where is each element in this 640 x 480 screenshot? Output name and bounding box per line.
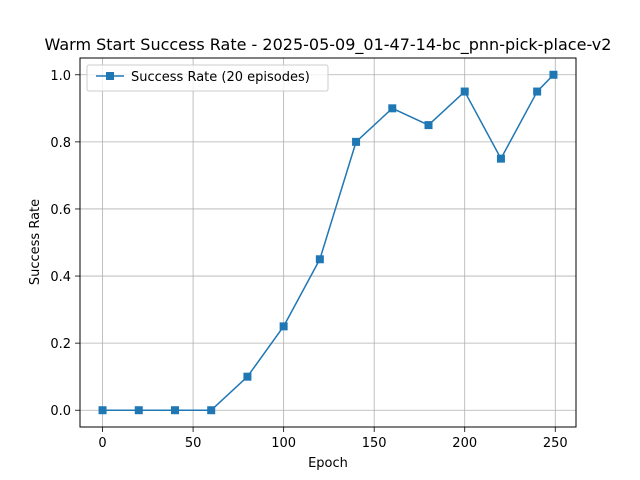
x-tick-label: 150 — [362, 436, 387, 451]
data-point-marker — [315, 255, 324, 264]
x-axis-label: Epoch — [308, 456, 348, 471]
series-layer — [98, 70, 558, 415]
data-point-marker — [496, 154, 505, 163]
legend-marker-swatch — [106, 72, 114, 80]
series-line — [102, 74, 554, 411]
data-point-marker — [352, 137, 361, 146]
legend: Success Rate (20 episodes) — [86, 64, 329, 92]
x-tick-label: 200 — [452, 436, 477, 451]
x-axis-ticks: 0 50 100 150 200 250 — [98, 427, 568, 451]
y-axis-ticks: 0.0 0.2 0.4 0.6 0.8 1.0 — [50, 69, 80, 419]
chart-title: Warm Start Success Rate - 2025-05-09_01-… — [45, 35, 612, 55]
grid-lines — [80, 58, 576, 427]
y-tick-label: 0.8 — [50, 136, 71, 151]
y-axis-label: Success Rate — [28, 199, 43, 285]
data-point-marker — [533, 87, 542, 96]
data-point-marker — [424, 121, 433, 130]
y-tick-label: 1.0 — [50, 69, 71, 84]
data-point-marker — [388, 104, 397, 113]
data-point-marker — [134, 406, 143, 415]
plot-frame — [79, 57, 577, 428]
data-point-marker — [207, 406, 216, 415]
x-tick-label: 50 — [185, 436, 202, 451]
data-point-marker — [549, 70, 558, 79]
legend-box — [86, 64, 329, 92]
y-tick-label: 0.6 — [50, 203, 71, 218]
data-point-marker — [98, 406, 107, 415]
data-point-marker — [170, 406, 179, 415]
y-tick-label: 0.0 — [50, 404, 71, 419]
y-tick-label: 0.4 — [50, 270, 71, 285]
x-tick-label: 100 — [271, 436, 296, 451]
x-tick-label: 0 — [98, 436, 106, 451]
data-point-marker — [243, 372, 252, 381]
x-tick-label: 250 — [543, 436, 568, 451]
data-point-marker — [279, 322, 288, 331]
legend-entry-label: Success Rate (20 episodes) — [131, 70, 310, 85]
y-tick-label: 0.2 — [50, 337, 71, 352]
data-point-marker — [460, 87, 469, 96]
